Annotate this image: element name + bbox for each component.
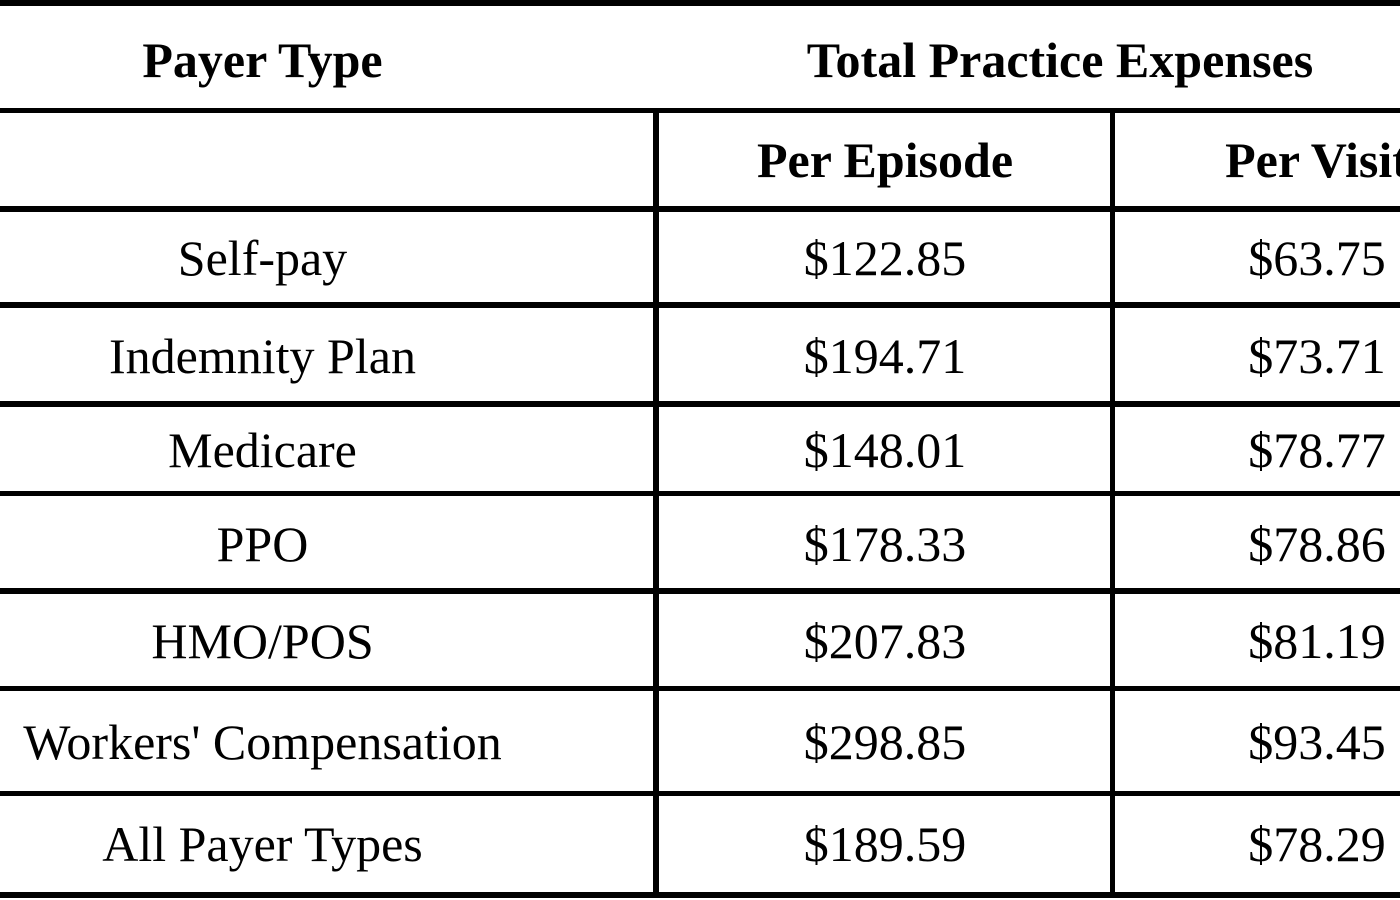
header-divider-rule (0, 108, 1400, 113)
per-visit-cell: $78.29 (1248, 816, 1386, 872)
per-episode-cell: $122.85 (803, 229, 967, 286)
table-bottom-rule (0, 892, 1400, 898)
header-total-practice-expenses: Total Practice Expenses (806, 32, 1314, 88)
row-divider-rule (0, 686, 1400, 691)
per-episode-cell: $189.59 (803, 816, 967, 872)
row-divider-rule (0, 401, 1400, 407)
column-divider-rule (653, 110, 659, 896)
per-episode-cell: $178.33 (803, 515, 967, 572)
payer-type-cell: Self-pay (177, 229, 348, 286)
payer-type-cell: HMO/POS (151, 612, 374, 669)
per-visit-cell: $78.86 (1248, 515, 1386, 572)
payer-type-cell: Workers' Compensation (23, 713, 502, 770)
header-bottom-rule (0, 206, 1400, 212)
payer-type-cell: Indemnity Plan (109, 327, 416, 384)
payer-type-cell: All Payer Types (102, 816, 423, 872)
table-top-rule (0, 0, 1400, 6)
payer-type-cell: Medicare (168, 421, 357, 478)
column-divider-rule (1110, 110, 1115, 896)
payer-type-cell: PPO (216, 515, 309, 572)
row-divider-rule (0, 491, 1400, 496)
header-per-episode: Per Episode (756, 132, 1014, 188)
per-episode-cell: $194.71 (803, 327, 967, 384)
header-payer-type: Payer Type (142, 32, 383, 88)
per-visit-cell: $93.45 (1248, 713, 1386, 770)
per-visit-cell: $63.75 (1248, 229, 1386, 286)
per-visit-cell: $81.19 (1248, 612, 1386, 669)
per-episode-cell: $207.83 (803, 612, 967, 669)
per-visit-cell: $78.77 (1248, 421, 1386, 478)
header-per-visit: Per Visit (1225, 132, 1400, 188)
row-divider-rule (0, 588, 1400, 594)
row-divider-rule (0, 791, 1400, 796)
per-episode-cell: $298.85 (803, 713, 967, 770)
per-episode-cell: $148.01 (803, 421, 967, 478)
per-visit-cell: $73.71 (1248, 327, 1386, 384)
row-divider-rule (0, 302, 1400, 308)
